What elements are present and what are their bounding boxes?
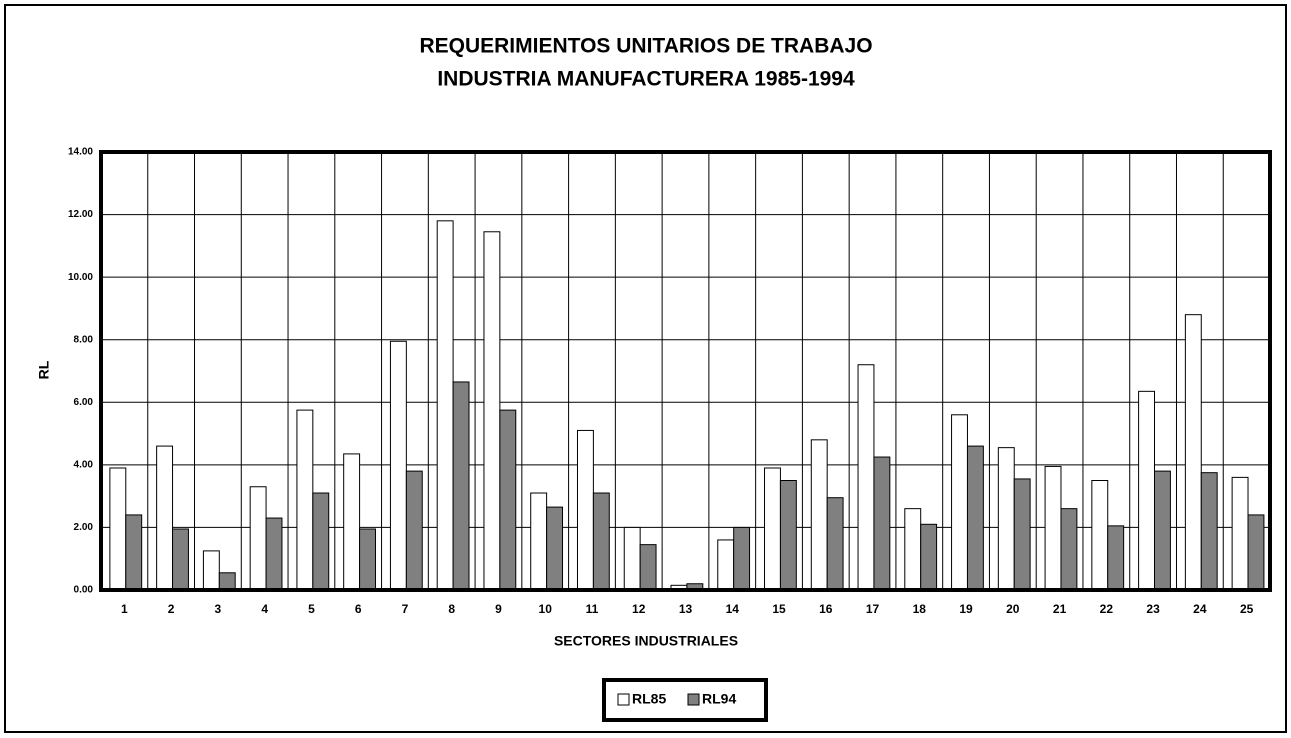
x-tick-label: 22 <box>1100 602 1114 616</box>
bar <box>717 539 735 591</box>
bar <box>156 445 174 591</box>
bar <box>125 514 143 591</box>
bar <box>920 523 938 591</box>
legend-swatch <box>617 693 630 706</box>
x-tick-label: 2 <box>168 602 175 616</box>
x-tick-label: 20 <box>1006 602 1020 616</box>
legend-swatch <box>687 693 700 706</box>
bar <box>1154 470 1171 591</box>
bar <box>436 220 454 591</box>
bar <box>951 414 968 591</box>
y-tick-label: 6.00 <box>74 397 94 408</box>
x-tick-label: 25 <box>1240 602 1254 616</box>
x-tick-label: 6 <box>355 602 362 616</box>
bar <box>1184 314 1202 591</box>
bar <box>1138 390 1156 591</box>
bar <box>452 381 470 591</box>
x-tick-label: 12 <box>632 602 646 616</box>
bar <box>997 447 1015 591</box>
bar <box>857 364 875 591</box>
x-tick-label: 13 <box>679 602 693 616</box>
bar <box>389 340 407 591</box>
x-tick-label: 21 <box>1053 602 1067 616</box>
bar <box>1231 476 1249 591</box>
x-tick-label: 11 <box>586 602 599 616</box>
x-tick-label: 8 <box>448 602 455 616</box>
bar <box>966 445 984 591</box>
bar <box>265 517 283 591</box>
bar <box>109 467 127 591</box>
bar <box>1200 472 1218 591</box>
bar <box>764 467 781 591</box>
y-tick-label: 0.00 <box>74 585 94 596</box>
bar <box>623 526 641 591</box>
bar <box>483 231 501 591</box>
bar <box>1107 525 1125 591</box>
x-tick-label: 19 <box>959 602 973 616</box>
bar <box>296 409 314 591</box>
bar <box>904 508 922 591</box>
bar <box>810 439 828 591</box>
y-tick-label: 4.00 <box>74 459 94 470</box>
legend-label: RL94 <box>702 691 736 707</box>
bar <box>249 486 267 591</box>
legend-label: RL85 <box>632 691 666 707</box>
bar <box>1247 514 1265 591</box>
x-tick-label: 17 <box>866 602 880 616</box>
y-tick-label: 8.00 <box>74 334 94 345</box>
x-tick-label: 10 <box>539 602 553 616</box>
bar <box>202 550 220 591</box>
x-tick-label: 23 <box>1146 602 1160 616</box>
bar <box>639 544 657 591</box>
bar <box>779 480 797 591</box>
x-tick-label: 14 <box>726 602 740 616</box>
legend-box <box>602 678 768 722</box>
bar <box>1091 480 1109 591</box>
bar <box>218 572 236 591</box>
bar <box>343 453 361 591</box>
x-tick-label: 9 <box>495 602 502 616</box>
bar <box>546 506 564 591</box>
bar <box>576 429 594 591</box>
bar <box>499 409 517 591</box>
y-axis-label: RL <box>36 360 52 379</box>
bar <box>1044 465 1062 591</box>
bar <box>530 492 548 591</box>
bar <box>1060 508 1078 591</box>
x-tick-label: 3 <box>215 602 222 616</box>
x-tick-label: 16 <box>819 602 833 616</box>
y-tick-label: 10.00 <box>68 272 93 283</box>
x-tick-label: 7 <box>402 602 409 616</box>
y-tick-label: 2.00 <box>74 522 94 533</box>
bar <box>733 526 751 591</box>
x-axis-label: SECTORES INDUSTRIALES <box>554 633 738 649</box>
bar <box>873 456 891 591</box>
bar <box>405 470 423 591</box>
bar <box>172 528 189 591</box>
x-tick-label: 5 <box>308 602 315 616</box>
x-tick-label: 18 <box>913 602 927 616</box>
chart-subtitle: INDUSTRIA MANUFACTURERA 1985-1994 <box>437 68 855 91</box>
bar <box>592 492 610 591</box>
x-tick-label: 15 <box>772 602 786 616</box>
y-tick-label: 14.00 <box>68 147 93 158</box>
x-tick-label: 4 <box>261 602 268 616</box>
bar <box>826 497 844 591</box>
chart-frame <box>4 4 1287 733</box>
y-tick-label: 12.00 <box>68 209 93 220</box>
bar <box>1013 478 1031 591</box>
x-tick-label: 24 <box>1193 602 1207 616</box>
bar <box>312 492 330 591</box>
chart-title: REQUERIMIENTOS UNITARIOS DE TRABAJO <box>419 35 872 58</box>
bar <box>359 528 376 591</box>
x-tick-label: 1 <box>121 602 128 616</box>
plot-frame <box>99 150 1272 592</box>
